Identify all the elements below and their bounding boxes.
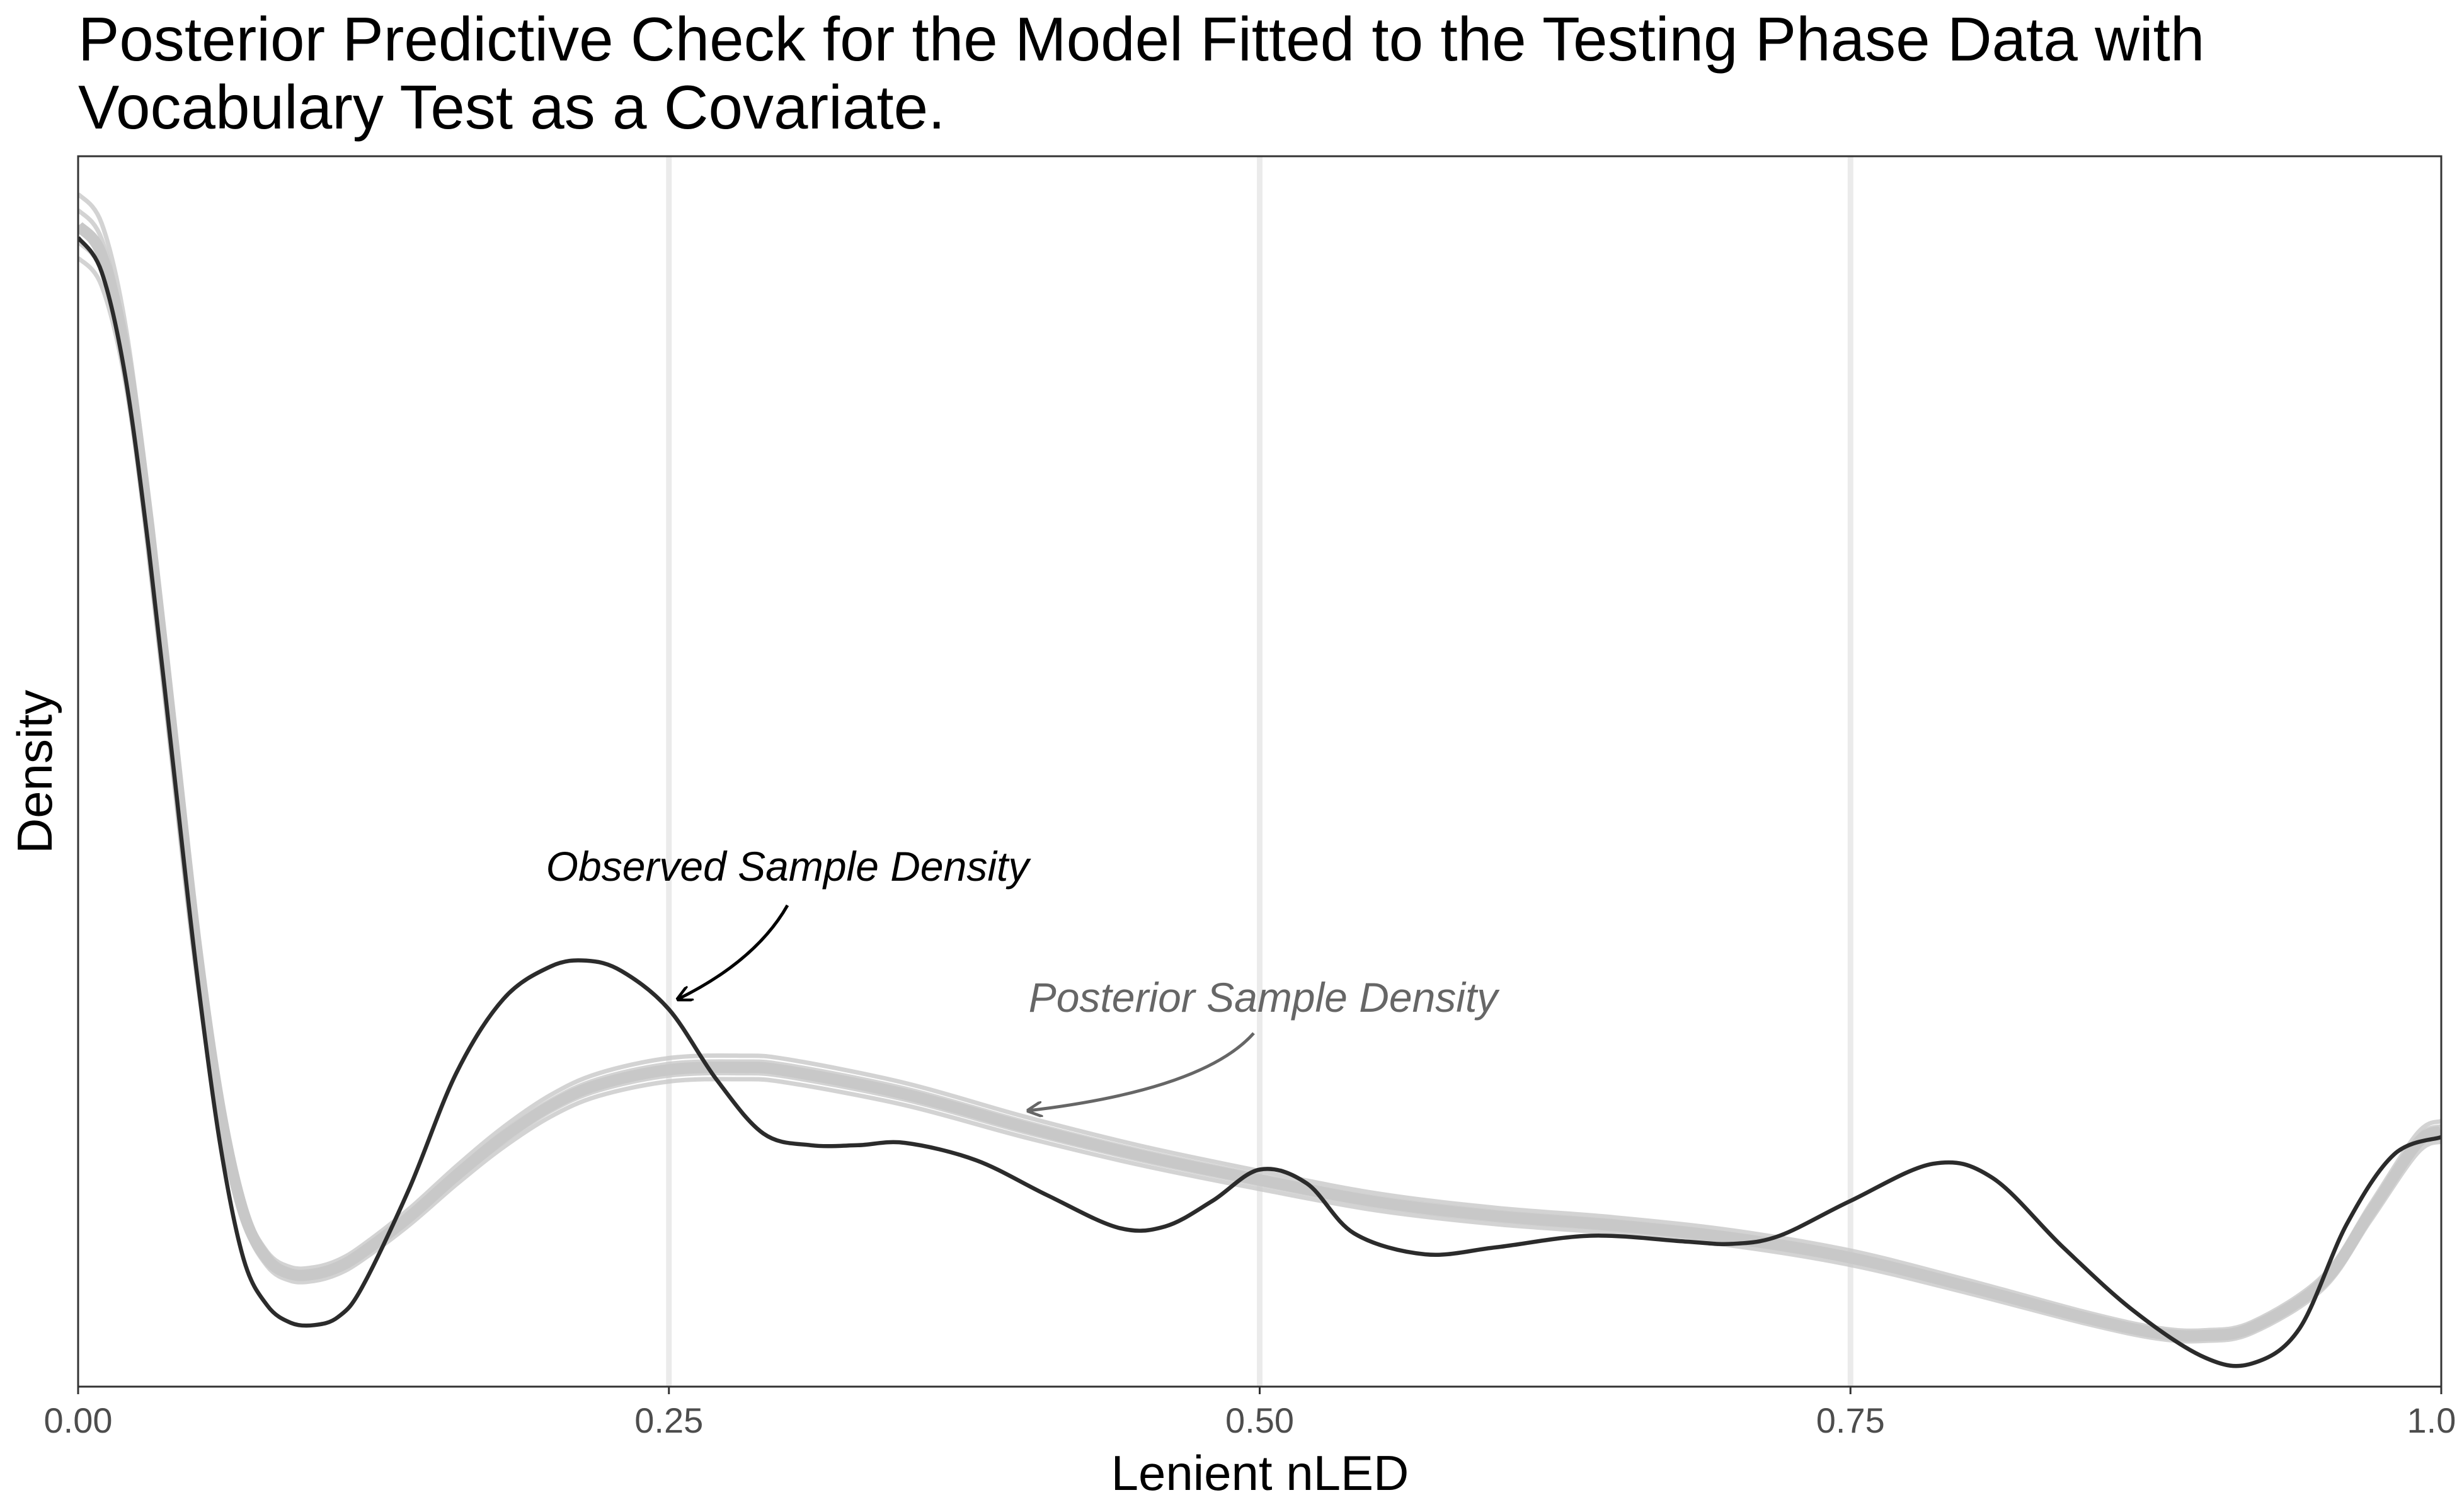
posterior-density-line (78, 222, 2441, 1342)
x-tick-label-1: 0.25 (634, 1400, 703, 1440)
x-tick-label-0: 0.00 (44, 1400, 113, 1440)
observed-density-arrow (678, 904, 789, 999)
posterior-density-arrow (1028, 1032, 1255, 1111)
chart-title: Posterior Predictive Check for the Model… (78, 4, 2205, 142)
annotations: Observed Sample Density Posterior Sample … (546, 843, 1501, 1111)
posterior-density-label: Posterior Sample Density (1029, 974, 1501, 1021)
y-axis-title: Density (7, 690, 62, 854)
observed-density-line (78, 236, 2441, 1368)
x-axis-title: Lenient nLED (1111, 1445, 1409, 1501)
x-tick-label-2: 0.50 (1225, 1400, 1294, 1440)
series-layer (78, 192, 2441, 1368)
x-axis-ticks: 0.00 0.25 0.50 0.75 1.00 (44, 1387, 2457, 1440)
observed-density-label: Observed Sample Density (546, 843, 1032, 890)
x-tick-label-3: 0.75 (1816, 1400, 1885, 1440)
x-tick-label-4: 1.00 (2407, 1400, 2457, 1440)
